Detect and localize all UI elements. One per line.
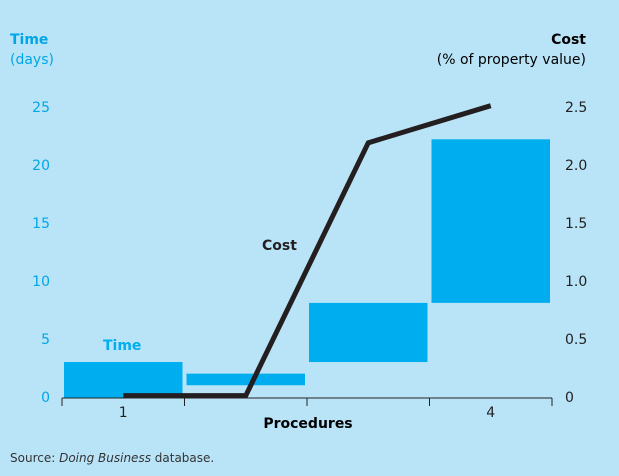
time-bar bbox=[431, 139, 550, 303]
time-bar bbox=[309, 302, 428, 363]
y-axis-title: Time bbox=[10, 32, 48, 48]
y-tick-label: 0 bbox=[41, 390, 50, 406]
source-text: Doing Business bbox=[59, 451, 151, 465]
y-tick-label: 10 bbox=[32, 274, 50, 290]
source-text: Source: bbox=[10, 451, 59, 465]
y-tick-label: 20 bbox=[32, 158, 50, 174]
time-bar bbox=[186, 373, 305, 386]
y2-axis-title: Cost bbox=[551, 32, 586, 48]
y2-axis-unit: (% of property value) bbox=[437, 52, 586, 68]
y2-tick-label: 0.5 bbox=[565, 332, 587, 348]
y-tick-label: 15 bbox=[32, 216, 50, 232]
time-bar bbox=[64, 362, 183, 398]
x-axis-title: Procedures bbox=[263, 416, 352, 432]
source: Source: Doing Business database. bbox=[10, 451, 214, 465]
y2-tick-label: 2.0 bbox=[565, 158, 587, 174]
y-tick-label: 25 bbox=[32, 100, 50, 116]
y2-tick-label: 1.0 bbox=[565, 274, 587, 290]
cost-line bbox=[123, 103, 492, 399]
y2-tick-label: 2.5 bbox=[565, 100, 587, 116]
series-label: Cost bbox=[262, 238, 297, 254]
x-tick-label: 4 bbox=[486, 405, 495, 421]
y-tick-label: 5 bbox=[41, 332, 50, 348]
x-tick-label: 1 bbox=[119, 405, 128, 421]
source-text: database. bbox=[151, 451, 214, 465]
series-label: Time bbox=[103, 338, 141, 354]
y-axis-unit: (days) bbox=[10, 52, 54, 68]
y2-tick-label: 0 bbox=[565, 390, 574, 406]
y2-tick-label: 1.5 bbox=[565, 216, 587, 232]
